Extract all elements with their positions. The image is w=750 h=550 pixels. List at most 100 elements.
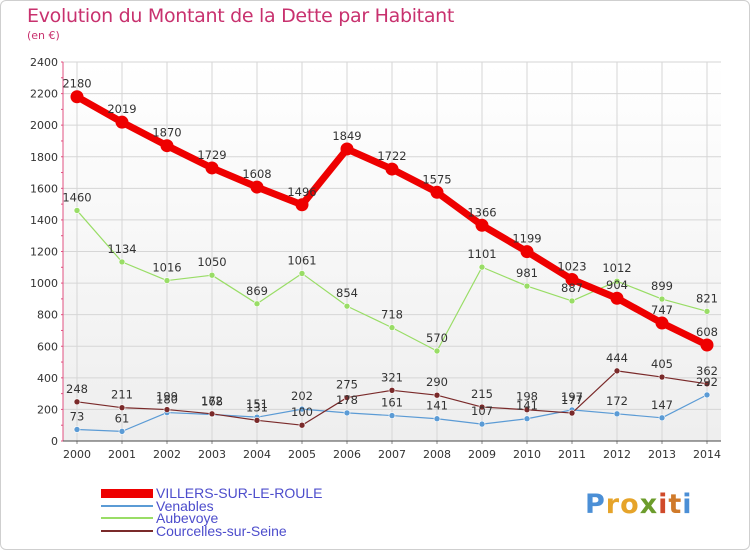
data-point bbox=[250, 180, 264, 194]
data-label: 444 bbox=[606, 351, 628, 365]
data-label: 275 bbox=[336, 378, 358, 392]
x-tick-label: 2014 bbox=[693, 448, 721, 461]
data-point bbox=[568, 409, 576, 417]
data-label: 1023 bbox=[557, 259, 586, 273]
data-point bbox=[115, 115, 129, 129]
x-tick-label: 2001 bbox=[108, 448, 136, 461]
data-label: 215 bbox=[471, 387, 493, 401]
legend-label: Venables bbox=[156, 497, 214, 514]
data-label: 290 bbox=[426, 375, 448, 389]
data-point bbox=[343, 394, 351, 401]
legend-item: Courcelles-sur-Seine bbox=[101, 524, 361, 538]
data-label: 904 bbox=[606, 278, 628, 292]
data-point bbox=[298, 270, 306, 277]
data-label: 1460 bbox=[62, 190, 91, 204]
legend-label: Courcelles-sur-Seine bbox=[156, 522, 287, 539]
data-point bbox=[478, 420, 486, 428]
data-label: 147 bbox=[651, 398, 673, 412]
x-tick-label: 2007 bbox=[378, 448, 406, 461]
data-label: 718 bbox=[381, 308, 403, 322]
data-point bbox=[118, 404, 126, 411]
x-tick-label: 2003 bbox=[198, 448, 226, 461]
data-point bbox=[700, 338, 714, 352]
y-tick-label: 600 bbox=[37, 340, 58, 353]
data-label: 821 bbox=[696, 291, 718, 305]
data-label: 608 bbox=[696, 325, 718, 339]
data-point bbox=[205, 161, 219, 175]
data-point bbox=[568, 297, 576, 305]
data-label: 1199 bbox=[512, 232, 541, 246]
data-label: 1608 bbox=[242, 167, 271, 181]
data-label: 1575 bbox=[422, 172, 451, 186]
data-point bbox=[160, 139, 174, 153]
data-point bbox=[433, 391, 441, 399]
data-point bbox=[520, 245, 534, 259]
data-point bbox=[613, 277, 621, 285]
data-point bbox=[523, 406, 531, 414]
data-point bbox=[610, 291, 624, 305]
data-label: 1050 bbox=[197, 255, 226, 269]
y-tick-label: 1000 bbox=[30, 277, 58, 290]
data-point bbox=[388, 387, 396, 394]
data-label: 248 bbox=[66, 382, 88, 396]
data-label: 199 bbox=[156, 390, 178, 404]
logo-letter: i bbox=[658, 489, 669, 520]
data-point bbox=[73, 398, 81, 406]
data-point bbox=[703, 391, 711, 399]
data-label: 570 bbox=[426, 331, 448, 345]
y-tick-label: 0 bbox=[51, 435, 58, 448]
data-label: 1870 bbox=[152, 126, 181, 140]
proxiti-logo: Proxiti bbox=[585, 489, 693, 520]
y-tick-label: 1200 bbox=[30, 246, 58, 259]
legend-item: Venables bbox=[101, 499, 361, 513]
data-label: 73 bbox=[70, 409, 85, 423]
data-point bbox=[433, 415, 441, 423]
data-point bbox=[475, 218, 489, 232]
data-label: 1012 bbox=[602, 261, 631, 275]
data-label: 107 bbox=[471, 404, 493, 418]
data-label: 887 bbox=[561, 281, 583, 295]
data-label: 211 bbox=[111, 388, 133, 402]
data-point bbox=[253, 417, 261, 424]
legend-label: VILLERS-SUR-LE-ROULE bbox=[156, 485, 323, 501]
data-label: 197 bbox=[561, 390, 583, 404]
data-label: 1366 bbox=[467, 205, 496, 219]
data-point bbox=[343, 409, 351, 417]
data-label: 1729 bbox=[197, 148, 226, 162]
y-tick-label: 800 bbox=[37, 309, 58, 322]
data-label: 1496 bbox=[287, 185, 316, 199]
data-point bbox=[163, 277, 171, 284]
x-tick-label: 2004 bbox=[243, 448, 271, 461]
data-point bbox=[208, 410, 216, 418]
y-tick-label: 400 bbox=[37, 372, 58, 385]
data-point bbox=[343, 302, 351, 310]
x-tick-label: 2010 bbox=[513, 448, 541, 461]
data-point bbox=[295, 198, 309, 212]
data-label: 1134 bbox=[107, 242, 136, 256]
data-point bbox=[523, 415, 531, 423]
data-label: 1061 bbox=[287, 253, 316, 267]
data-label: 61 bbox=[115, 411, 130, 425]
chart-subtitle: (en €) bbox=[27, 29, 60, 42]
data-label: 141 bbox=[426, 399, 448, 413]
y-tick-label: 1400 bbox=[30, 214, 58, 227]
y-tick-label: 1800 bbox=[30, 151, 58, 164]
data-point bbox=[73, 207, 81, 214]
data-point bbox=[70, 90, 84, 104]
x-tick-label: 2013 bbox=[648, 448, 676, 461]
logo-letter: t bbox=[668, 489, 683, 520]
data-label: 869 bbox=[246, 284, 268, 298]
data-point bbox=[118, 428, 126, 435]
logo-letter: r bbox=[605, 489, 621, 520]
data-label: 177 bbox=[561, 393, 583, 407]
data-label: 100 bbox=[291, 405, 313, 419]
x-tick-label: 2005 bbox=[288, 448, 316, 461]
data-point bbox=[703, 380, 711, 388]
data-point bbox=[253, 300, 261, 308]
data-point bbox=[163, 406, 171, 413]
data-point bbox=[523, 282, 531, 290]
data-label: 168 bbox=[201, 394, 223, 408]
data-point bbox=[340, 142, 354, 156]
y-tick-label: 2000 bbox=[30, 119, 58, 132]
data-point bbox=[433, 347, 441, 355]
